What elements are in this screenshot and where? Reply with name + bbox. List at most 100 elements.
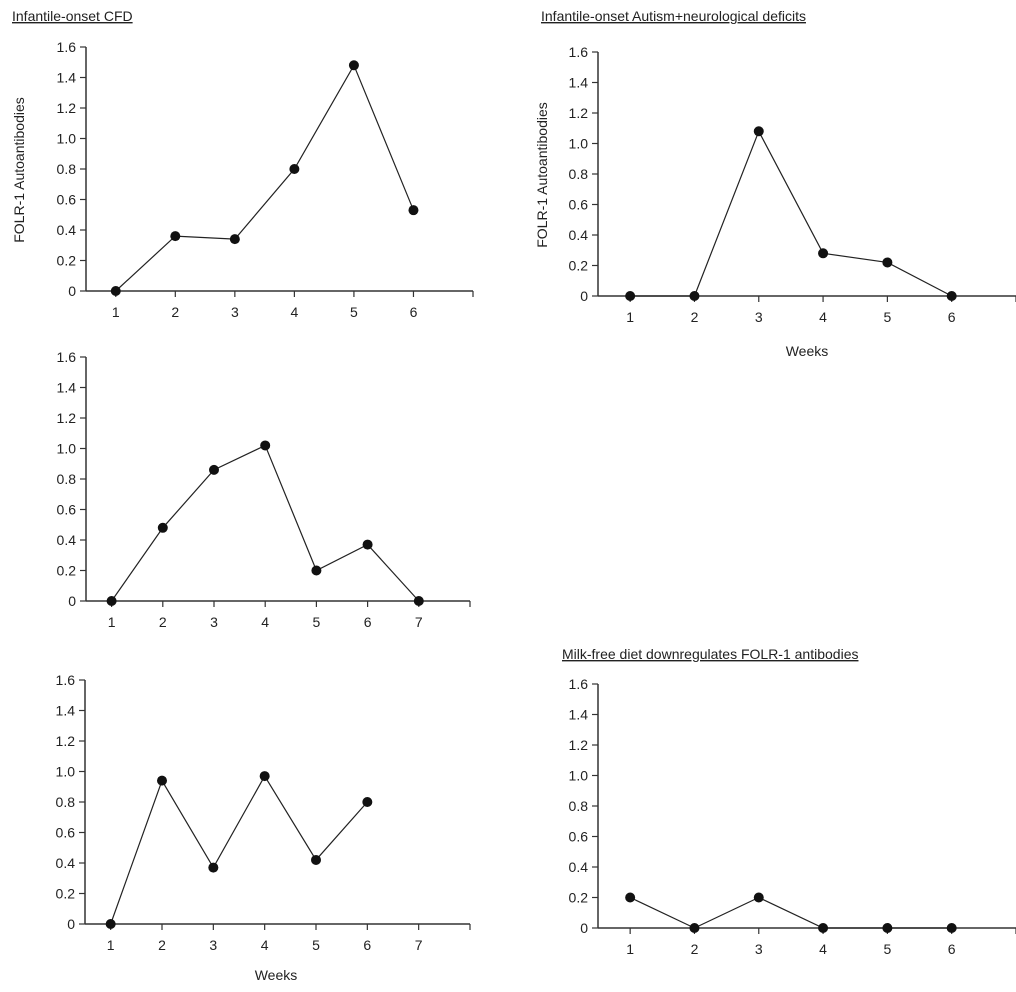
x-tick-label: 6 bbox=[410, 304, 418, 320]
x-tick-label: 2 bbox=[691, 941, 699, 957]
y-tick-label: 1.0 bbox=[57, 131, 77, 147]
y-tick-label: 0.8 bbox=[569, 166, 589, 182]
y-tick-label: 0.2 bbox=[56, 886, 76, 902]
y-tick-label: 0.4 bbox=[57, 532, 77, 548]
y-tick-label: 1.6 bbox=[57, 39, 77, 55]
y-tick-label: 0.6 bbox=[57, 192, 77, 208]
series-line bbox=[110, 774, 368, 925]
x-tick-label: 5 bbox=[312, 937, 320, 953]
x-axis-label-top-right: Weeks bbox=[786, 343, 829, 359]
y-tick-label: 0.2 bbox=[57, 253, 77, 269]
data-point bbox=[209, 464, 219, 475]
plots-group: 0 0.2 0.4 0.6 0.8 1.0 1.2 1.4 1.6 1 2 3 4 5 6 0 0.2 0.4 0.… bbox=[56, 39, 1016, 957]
data-point bbox=[882, 257, 893, 268]
y-tick-label: 1.2 bbox=[57, 410, 77, 426]
data-point bbox=[689, 923, 700, 933]
y-tick-label: 0 bbox=[68, 593, 76, 609]
y-tick-label: 0.8 bbox=[57, 471, 77, 487]
x-tick-label: 5 bbox=[883, 309, 891, 325]
data-point bbox=[689, 291, 700, 301]
y-tick-label: 1.2 bbox=[57, 100, 77, 116]
y-tick-label: 0 bbox=[67, 916, 75, 932]
y-tick-label: 0.8 bbox=[56, 794, 76, 810]
data-point bbox=[882, 923, 893, 933]
x-tick-label: 6 bbox=[363, 937, 371, 953]
data-point bbox=[753, 892, 764, 903]
y-tick-label: 1.2 bbox=[569, 737, 589, 753]
y-tick-label: 0.8 bbox=[57, 161, 77, 177]
x-tick-label: 3 bbox=[209, 937, 217, 953]
x-axis-label-bottom-left: Weeks bbox=[255, 967, 298, 983]
y-tick-label: 0.2 bbox=[569, 258, 589, 274]
x-tick-label: 3 bbox=[755, 309, 763, 325]
x-tick-label: 5 bbox=[313, 614, 321, 630]
series-line bbox=[115, 63, 415, 292]
y-tick-label: 0.6 bbox=[57, 502, 77, 518]
y-tick-label: 0.2 bbox=[569, 890, 589, 906]
data-point bbox=[946, 923, 957, 933]
series-line bbox=[630, 129, 952, 297]
data-point bbox=[170, 231, 181, 242]
y-tick-label: 1.4 bbox=[569, 707, 589, 723]
y-axis-label-right: FOLR-1 Autoantibodies bbox=[534, 102, 550, 248]
data-point bbox=[753, 126, 764, 137]
y-tick-label: 0.6 bbox=[56, 825, 76, 841]
y-tick-label: 1.4 bbox=[56, 703, 76, 719]
x-tick-label: 6 bbox=[948, 941, 956, 957]
x-tick-label: 3 bbox=[210, 614, 218, 630]
data-point bbox=[946, 291, 957, 301]
data-point bbox=[311, 565, 322, 576]
chart-panel-3: 0 0.2 0.4 0.6 0.8 1.0 1.2 1.4 1.6 1 2 3 4 5 6 7 bbox=[56, 672, 471, 953]
x-tick-label: 4 bbox=[290, 304, 298, 320]
y-tick-label: 1.0 bbox=[569, 768, 589, 784]
data-point bbox=[106, 596, 117, 606]
data-point bbox=[110, 286, 121, 296]
heading-right: Infantile-onset Autism+neurological defi… bbox=[541, 8, 806, 24]
y-tick-label: 1.6 bbox=[57, 349, 77, 365]
y-tick-label: 1.0 bbox=[569, 136, 589, 152]
x-tick-label: 2 bbox=[691, 309, 699, 325]
x-tick-label: 1 bbox=[626, 941, 634, 957]
x-tick-label: 4 bbox=[819, 941, 827, 957]
y-tick-label: 0.4 bbox=[56, 855, 76, 871]
y-tick-label: 0.8 bbox=[569, 798, 589, 814]
x-tick-label: 1 bbox=[108, 614, 116, 630]
x-tick-label: 7 bbox=[415, 937, 423, 953]
y-tick-label: 1.6 bbox=[569, 44, 589, 60]
data-point bbox=[157, 522, 168, 533]
y-tick-label: 1.6 bbox=[56, 672, 76, 688]
y-axis-label-left: FOLR-1 Autoantibodies bbox=[11, 97, 27, 243]
y-tick-label: 1.4 bbox=[57, 380, 77, 396]
x-tick-label: 4 bbox=[261, 937, 269, 953]
x-tick-label: 2 bbox=[171, 304, 179, 320]
data-point bbox=[818, 923, 829, 933]
x-tick-label: 3 bbox=[231, 304, 239, 320]
x-tick-label: 1 bbox=[107, 937, 115, 953]
y-tick-label: 1.0 bbox=[57, 441, 77, 457]
data-point bbox=[625, 291, 636, 301]
y-tick-label: 0.4 bbox=[569, 859, 589, 875]
data-point bbox=[208, 862, 219, 873]
y-tick-label: 0 bbox=[68, 283, 76, 299]
data-point bbox=[260, 440, 271, 451]
data-point bbox=[818, 248, 829, 259]
data-point bbox=[229, 234, 240, 245]
y-tick-label: 0 bbox=[580, 920, 588, 936]
y-tick-label: 0.2 bbox=[57, 563, 77, 579]
data-point bbox=[413, 596, 424, 606]
data-point bbox=[362, 797, 373, 807]
series-line bbox=[629, 896, 952, 929]
data-point bbox=[311, 854, 321, 865]
chart-panel-1: 0 0.2 0.4 0.6 0.8 1.0 1.2 1.4 1.6 1 2 3 4 5 6 bbox=[57, 39, 474, 320]
data-point bbox=[259, 771, 270, 782]
chart-panel-4: 0 0.2 0.4 0.6 0.8 1.0 1.2 1.4 1.6 1 2 3 4 5 6 bbox=[569, 44, 1016, 325]
x-tick-label: 1 bbox=[112, 304, 120, 320]
x-tick-label: 1 bbox=[626, 309, 634, 325]
y-tick-label: 1.6 bbox=[569, 676, 589, 692]
y-tick-label: 0 bbox=[580, 288, 588, 304]
x-tick-label: 4 bbox=[261, 614, 269, 630]
x-tick-label: 6 bbox=[364, 614, 372, 630]
heading-bottom-right: Milk-free diet downregulates FOLR-1 anti… bbox=[562, 646, 858, 662]
y-tick-label: 1.2 bbox=[569, 105, 589, 121]
